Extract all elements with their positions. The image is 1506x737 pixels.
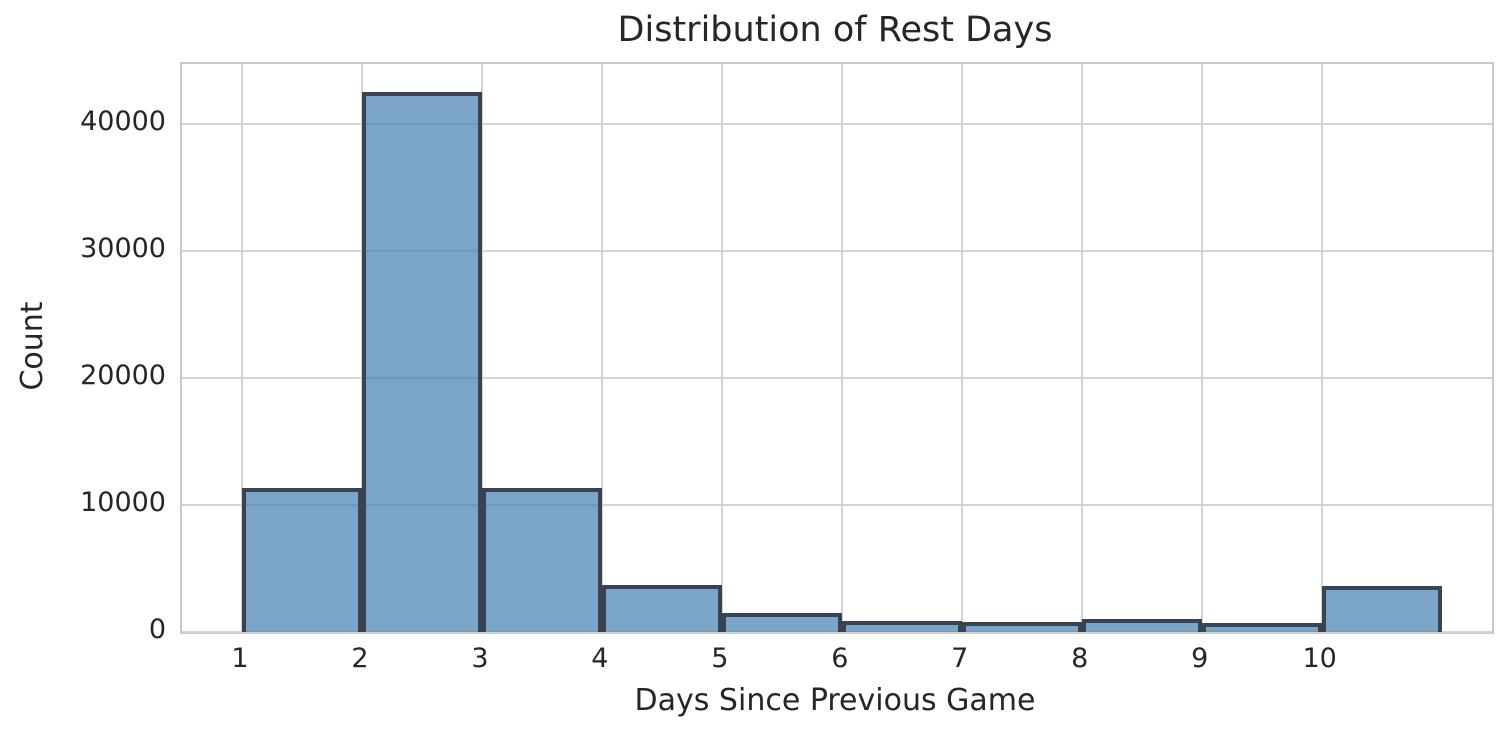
histogram-bar (241, 488, 362, 632)
gridline-vertical (840, 64, 843, 632)
x-tick-label: 6 (831, 643, 849, 674)
x-axis-label: Days Since Previous Game (634, 683, 1036, 718)
x-tick-label: 5 (711, 643, 729, 674)
gridline-vertical (720, 64, 723, 632)
gridline-vertical (960, 64, 963, 632)
y-tick-label: 40000 (80, 105, 166, 137)
x-tick-label: 1 (231, 643, 249, 674)
gridline-horizontal (182, 631, 1492, 633)
x-tick-label: 9 (1191, 643, 1209, 674)
gridline-vertical (480, 64, 483, 632)
histogram-bar (601, 584, 722, 632)
histogram-bar (721, 612, 842, 632)
histogram-bar (1081, 618, 1202, 632)
histogram-bar (1321, 585, 1442, 632)
x-tick-label: 4 (591, 643, 609, 674)
gridline-horizontal (182, 503, 1492, 506)
histogram-bar (1201, 623, 1322, 632)
gridline-vertical (1080, 64, 1083, 632)
gridline-vertical (600, 64, 603, 632)
y-tick-label: 0 (148, 614, 166, 645)
plot-area (180, 62, 1494, 634)
gridline-horizontal (182, 249, 1492, 252)
histogram-bar (481, 487, 602, 632)
y-tick-label: 30000 (80, 232, 166, 264)
gridline-vertical (1200, 64, 1203, 632)
x-tick-label: 8 (1071, 643, 1089, 674)
y-tick-label: 10000 (80, 486, 166, 518)
gridline-horizontal (182, 376, 1492, 379)
histogram-bar (361, 91, 482, 632)
gridline-vertical (1320, 64, 1323, 632)
chart-title: Distribution of Rest Days (617, 10, 1053, 50)
y-tick-label: 20000 (80, 359, 166, 391)
x-tick-label: 2 (351, 643, 369, 674)
histogram-bar (961, 621, 1082, 632)
gridline-horizontal (182, 122, 1492, 125)
x-tick-label: 3 (471, 643, 489, 674)
x-tick-label: 10 (1302, 643, 1337, 674)
histogram-bar (841, 620, 962, 632)
gridline-vertical (240, 64, 243, 632)
x-tick-label: 7 (951, 643, 969, 674)
